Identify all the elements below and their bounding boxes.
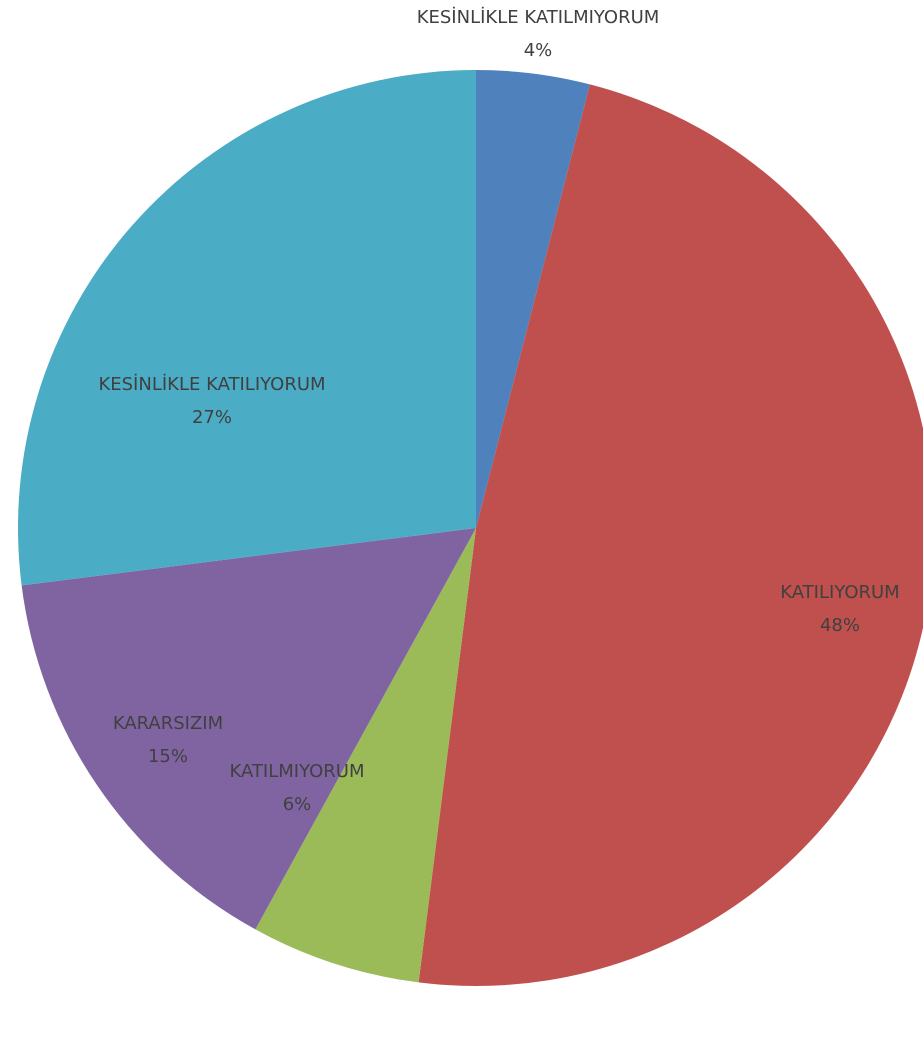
value-label: 15% xyxy=(148,746,188,767)
pie-slice xyxy=(17,70,476,586)
value-label: 6% xyxy=(283,794,312,815)
pie-slice xyxy=(21,528,476,930)
slice-label: KATILIYORUM xyxy=(780,582,899,603)
slice-label: KESİNLİKLE KATILIYORUM xyxy=(98,374,325,395)
value-label: 4% xyxy=(524,40,553,61)
pie-slice xyxy=(418,84,923,986)
value-label: 27% xyxy=(192,407,232,428)
slice-label: KARARSIZIM xyxy=(113,713,223,734)
slice-label: KESİNLİKLE KATILMIYORUM xyxy=(417,7,660,28)
slice-label: KATILMIYORUM xyxy=(230,761,365,782)
pie-slice xyxy=(476,70,590,528)
value-label: 48% xyxy=(820,615,860,636)
pie-slice xyxy=(255,528,476,983)
